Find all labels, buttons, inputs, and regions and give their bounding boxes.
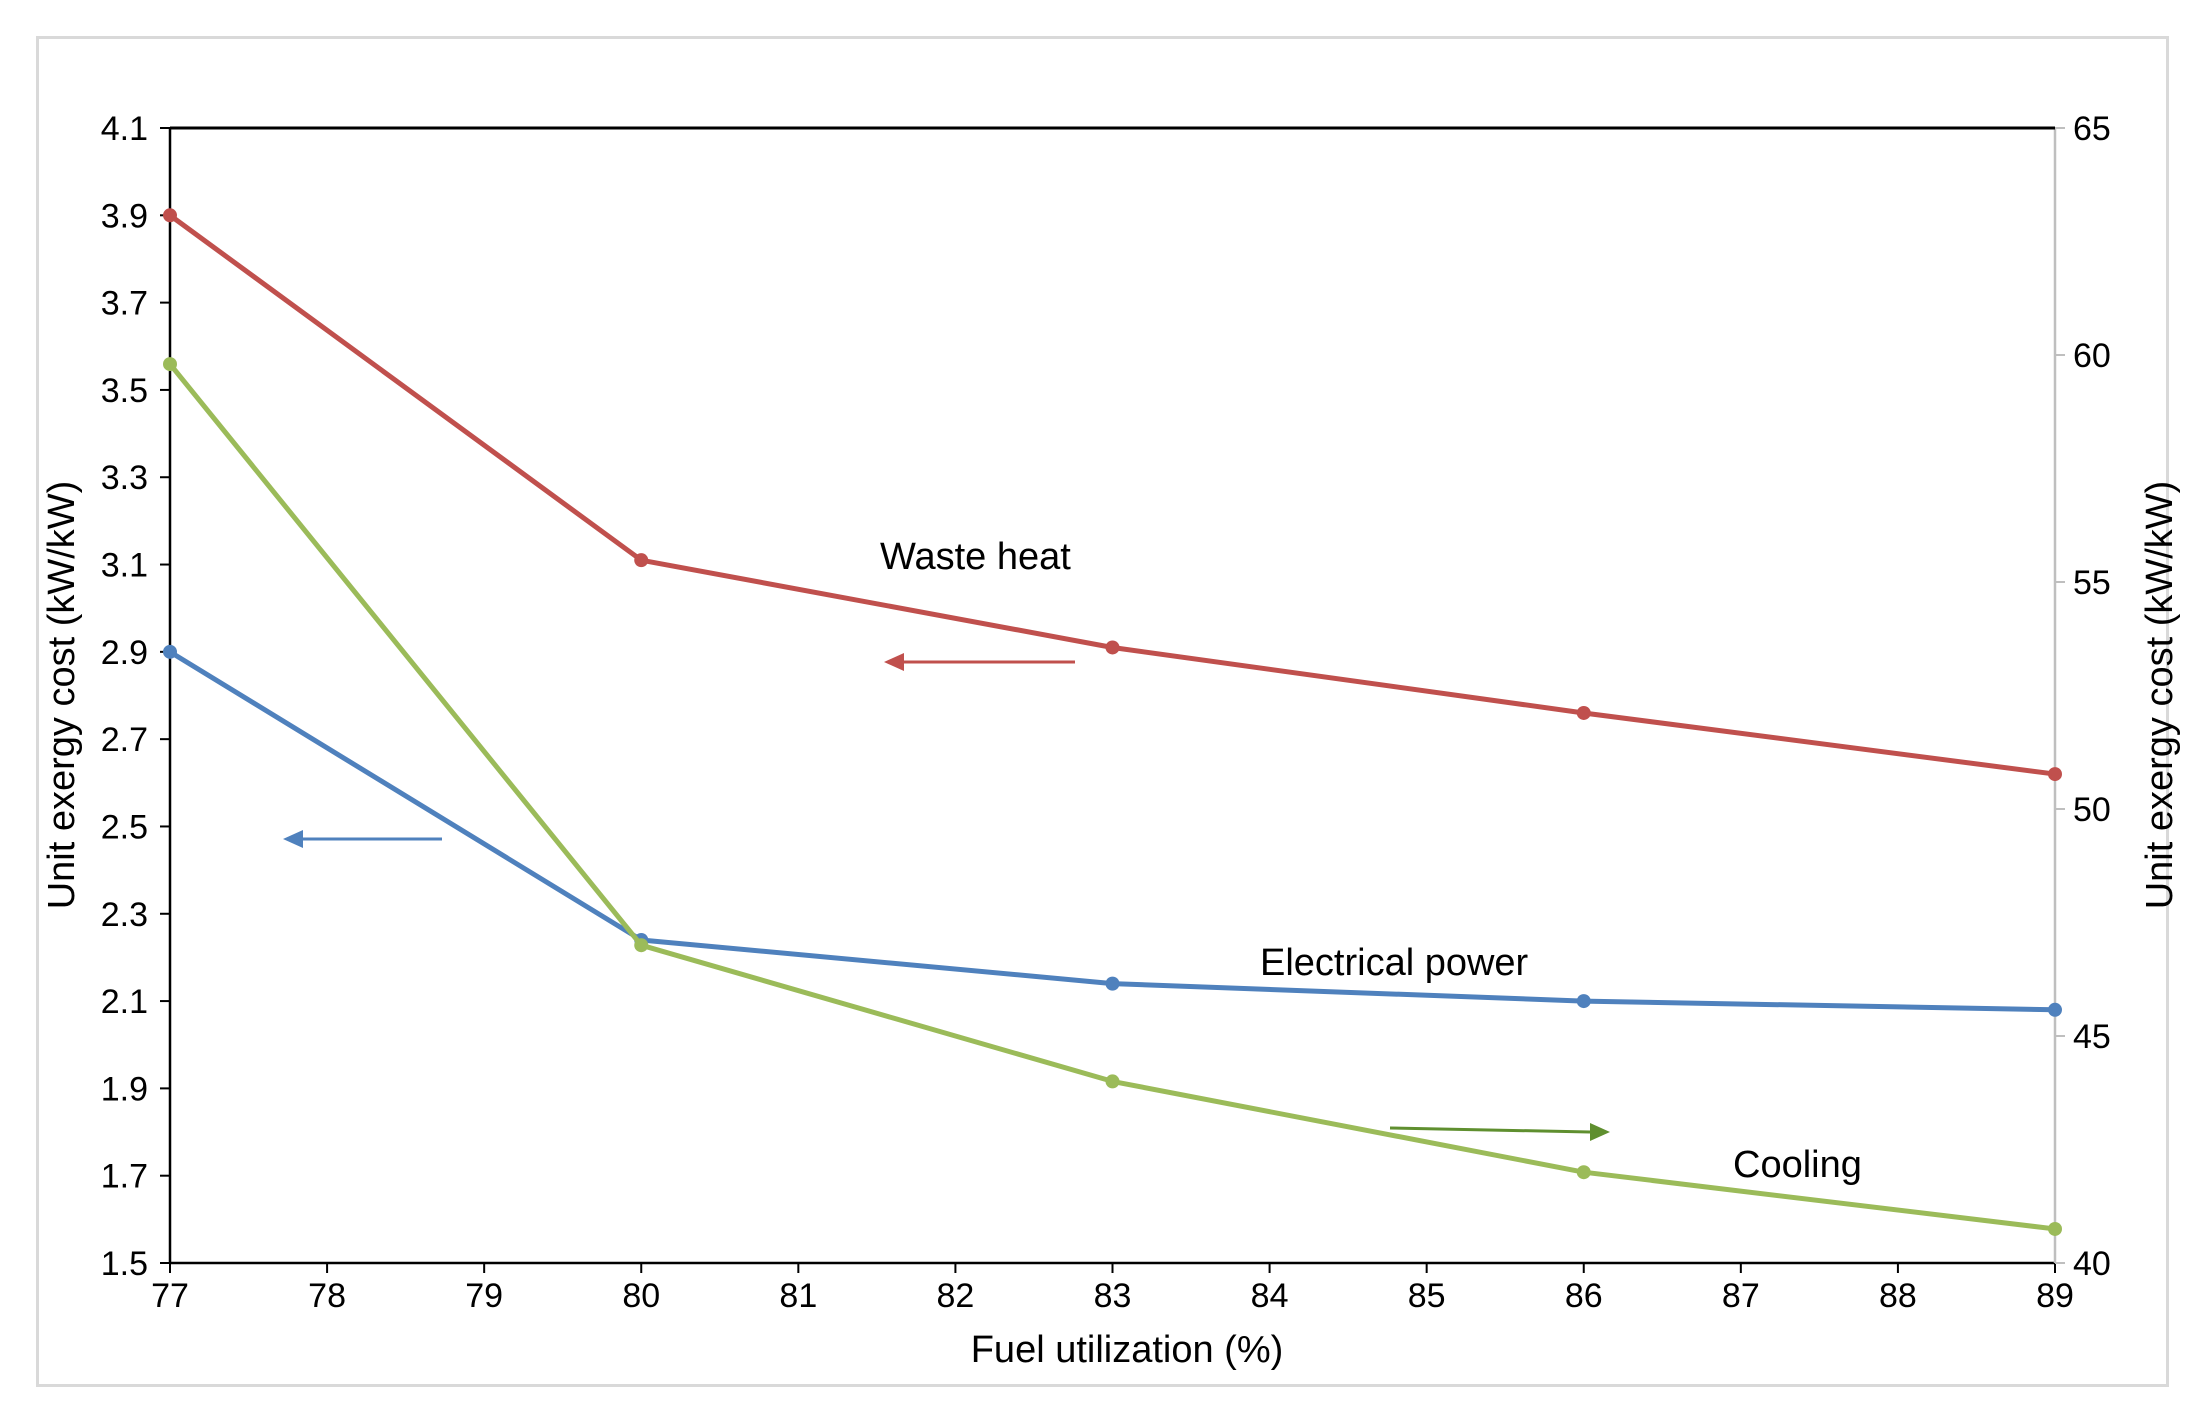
y-left-tick-label: 3.1 (101, 547, 148, 585)
electrical-power-series-line (167, 649, 2058, 1013)
y-left-tick-label: 2.9 (101, 634, 148, 672)
cooling-right-arrow-icon (1389, 1123, 1610, 1141)
y-right-tick-label: 65 (2073, 110, 2111, 148)
x-tick-label: 88 (1879, 1277, 1917, 1315)
cooling-data-point (163, 357, 177, 372)
y-left-tick-label: 1.9 (101, 1070, 148, 1108)
y-right-tick-label: 40 (2073, 1245, 2111, 1283)
y-left-tick-label: 2.5 (101, 808, 148, 846)
x-tick-label: 83 (1094, 1277, 1132, 1315)
y-axis-right-title: Unit exergy cost (kW/kW) (2139, 481, 2181, 910)
cooling-series-line (167, 361, 2058, 1232)
electrical-power-data-point (2048, 1002, 2062, 1017)
x-tick-label: 78 (308, 1277, 346, 1315)
x-tick-label: 82 (937, 1277, 975, 1315)
cooling-data-point (2048, 1221, 2062, 1236)
x-tick-label: 77 (151, 1277, 189, 1315)
series-layer (163, 208, 2062, 1236)
x-axis-title: Fuel utilization (%) (971, 1329, 1284, 1371)
y-axis-left-title: Unit exergy cost (kW/kW) (41, 481, 83, 910)
x-tick-label: 85 (1408, 1277, 1446, 1315)
y-right-tick-label: 55 (2073, 564, 2111, 602)
y-left-tick-label: 2.1 (101, 983, 148, 1021)
y-left-tick-label: 4.1 (101, 110, 148, 148)
cooling-data-point (1576, 1165, 1591, 1180)
x-tick-group: 77 78 79 80 81 82 83 84 85 86 87 88 89 (151, 1263, 2074, 1315)
waste-heat-data-point (1576, 705, 1591, 720)
y-right-tick-label: 50 (2073, 791, 2111, 829)
cooling-label: Cooling (1733, 1144, 1862, 1186)
electrical-power-data-point (1105, 976, 1120, 991)
waste-heat-label: Waste heat (880, 536, 1071, 578)
chart-frame (36, 36, 2169, 1387)
electrical-power-data-point (1576, 994, 1591, 1009)
x-tick-label: 79 (465, 1277, 503, 1315)
x-tick-label: 81 (779, 1277, 817, 1315)
waste-heat-data-point (634, 553, 649, 568)
waste-heat-data-point (1105, 640, 1120, 655)
y-left-tick-label: 1.5 (101, 1245, 148, 1283)
y-right-tick-label: 60 (2073, 337, 2111, 375)
y-left-tick-label: 1.7 (101, 1158, 148, 1196)
electrical-power-left-arrow-icon (283, 830, 442, 848)
waste-heat-data-point (163, 208, 177, 223)
y-left-tick-label: 2.3 (101, 896, 148, 934)
x-tick-label: 86 (1565, 1277, 1603, 1315)
y-left-tick-label: 3.5 (101, 372, 148, 410)
cooling-data-point (634, 938, 649, 953)
y-right-tick-group: 40 45 50 55 60 65 (2055, 110, 2111, 1283)
electrical-power-label: Electrical power (1260, 942, 1529, 984)
y-left-tick-label: 3.9 (101, 197, 148, 235)
x-tick-label: 80 (622, 1277, 660, 1315)
waste-heat-data-point (2048, 767, 2062, 782)
y-left-tick-group: 1.5 1.7 1.9 2.1 2.3 2.5 2.7 2.9 3.1 3.3 3.5 3.7 3.9 4… (101, 110, 170, 1283)
y-left-tick-label: 2.7 (101, 721, 148, 759)
x-tick-label: 84 (1251, 1277, 1289, 1315)
y-right-tick-label: 45 (2073, 1018, 2111, 1056)
x-tick-label: 89 (2036, 1277, 2074, 1315)
x-tick-label: 87 (1722, 1277, 1760, 1315)
cooling-data-point (1105, 1074, 1120, 1089)
waste-heat-left-arrow-icon (884, 653, 1075, 671)
y-left-tick-label: 3.3 (101, 459, 148, 497)
electrical-power-data-point (163, 644, 177, 659)
y-left-tick-label: 3.7 (101, 285, 148, 323)
waste-heat-series-line (167, 212, 2058, 777)
